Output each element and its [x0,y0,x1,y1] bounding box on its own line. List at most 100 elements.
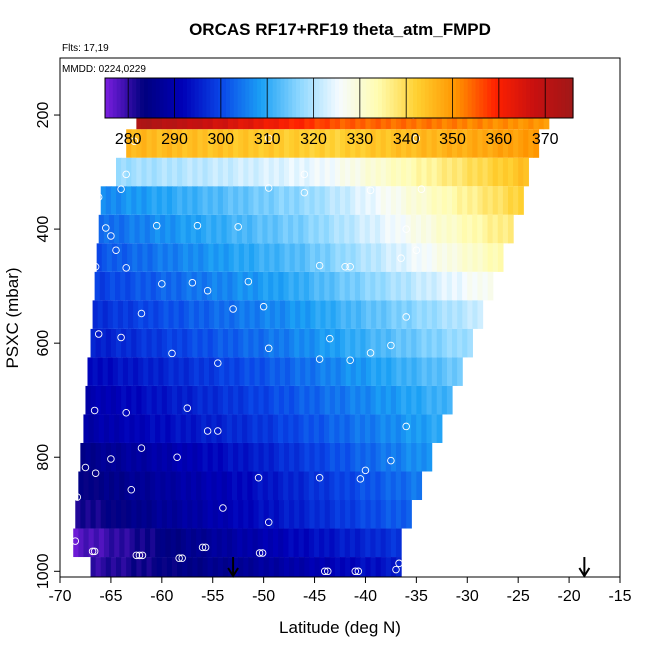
heatmap-cell [502,186,509,215]
heatmap-cell [97,300,104,329]
heatmap-cell [299,186,305,215]
heatmap-cell [303,414,310,443]
heatmap-cell [365,442,372,472]
heatmap-cell [375,271,382,301]
heatmap-cell [462,186,468,215]
colorbar-segment [331,78,336,118]
heatmap-cell [319,186,326,215]
heatmap-cell [334,328,341,358]
heatmap-cell [508,186,514,215]
heatmap-cell [416,271,422,301]
heatmap-cell [258,500,265,529]
heatmap-cell [258,157,265,187]
heatmap-cell [151,328,158,358]
heatmap-cell [299,442,305,472]
data-point-marker [234,223,242,231]
heatmap-cell [303,528,310,558]
colorbar-segment [385,78,391,118]
heatmap-cell [487,129,494,158]
heatmap-cell [528,129,535,158]
heatmap-cell [187,557,193,577]
colorbar-segment [526,78,531,118]
heatmap-cell [334,186,341,215]
heatmap-cell [380,214,386,244]
heatmap-cell [273,557,280,577]
heatmap-cell [441,357,448,386]
heatmap-cell [238,557,244,577]
heatmap-cell [406,129,412,158]
heatmap-cell [329,414,335,443]
heatmap-cell [259,357,266,386]
heatmap-cell [477,186,484,215]
heatmap-cell [318,214,325,244]
data-point-marker [107,232,115,240]
heatmap-cell [144,471,151,501]
colorbar-segment [276,78,282,118]
heatmap-cell [185,414,192,443]
heatmap-cell [267,414,274,443]
heatmap-cell [324,157,331,187]
heatmap-cell [222,500,229,529]
heatmap-cell [207,385,214,415]
heatmap-cell [320,243,326,272]
heatmap-cell [350,157,356,187]
heatmap-cell [166,186,173,215]
heatmap-cell [248,442,255,472]
heatmap-cell [405,271,412,301]
heatmap-cell [285,300,291,329]
heatmap-cell [170,214,177,244]
heatmap-cell [243,243,250,272]
heatmap-cell [96,243,103,272]
x-tick-label: -45 [303,588,326,605]
heatmap-cell [436,385,443,415]
heatmap-cell [452,300,458,329]
heatmap-cell [263,186,270,215]
heatmap-cell [182,243,189,272]
y-tick-label: 400 [35,216,52,243]
heatmap-cell [161,442,168,472]
heatmap-cell [182,129,188,158]
heatmap-cell [161,157,168,187]
heatmap-cell [100,500,107,529]
heatmap-cell [83,471,90,501]
heatmap-cell [177,328,183,358]
heatmap-cell [182,500,188,529]
colorbar-segment [292,78,297,118]
heatmap-cell [462,129,468,158]
heatmap-cell [202,186,209,215]
heatmap-cell [299,328,305,358]
heatmap-cell [217,500,224,529]
heatmap-cell [339,214,345,244]
heatmap-cell [324,414,330,443]
heatmap-cell [166,157,173,187]
colorbar-segment [401,78,406,118]
heatmap-cell [209,357,215,386]
heatmap-cell [222,557,229,577]
heatmap-cell [324,442,331,472]
colorbar-segment [495,78,500,118]
colorbar-segment [483,78,488,118]
heatmap-cell [324,557,331,577]
heatmap-cell [421,385,428,415]
heatmap-cell [126,186,132,215]
heatmap-cell [355,328,361,358]
heatmap-cell [177,157,183,187]
heatmap-cell [360,500,367,529]
heatmap-cell [298,528,305,558]
heatmap-cell [319,328,326,358]
heatmap-cell [273,385,280,415]
heatmap-cell [192,129,199,158]
heatmap-cell [329,271,336,301]
heatmap-cell [149,214,156,244]
heatmap-cell [125,271,131,301]
colorbar-segment [530,78,535,118]
heatmap-cell [426,214,432,244]
heatmap-cell [259,243,265,272]
heatmap-cell [335,300,342,329]
heatmap-cell [258,328,265,358]
heatmap-cell [385,271,392,301]
heatmap-cell [105,385,112,415]
heatmap-cell [269,243,275,272]
heatmap-cell [401,357,408,386]
heatmap-cell [288,271,295,301]
